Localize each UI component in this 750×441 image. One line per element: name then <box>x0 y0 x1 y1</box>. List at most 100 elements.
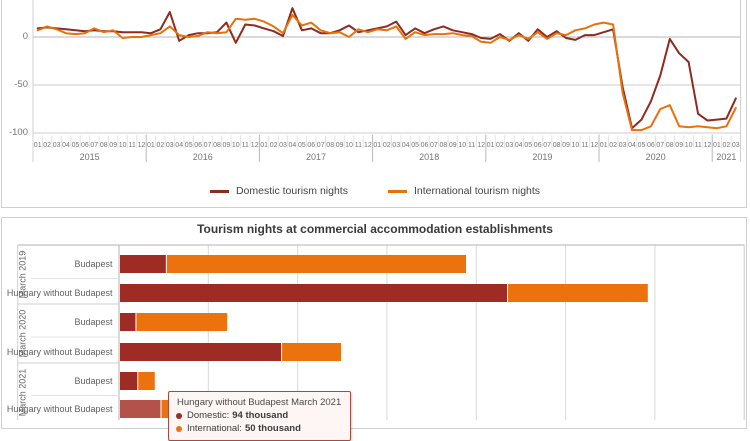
month-tick-label: 12 <box>590 142 598 149</box>
bar-march-2019-budapest-domestic[interactable] <box>120 255 166 273</box>
month-tick-label: 06 <box>647 142 655 149</box>
y-axis-tick: 0 <box>22 31 28 42</box>
month-tick-label: 05 <box>185 142 193 149</box>
month-tick-label: 01 <box>373 142 381 149</box>
chart-tooltip: Hungary without Budapest March 2021 Dome… <box>168 391 352 441</box>
tooltip-label: Domestic: <box>187 410 230 421</box>
tooltip-value: 94 thousand <box>232 410 289 421</box>
month-tick-label: 02 <box>270 142 278 149</box>
month-tick-label: 07 <box>90 142 98 149</box>
domestic-bullet-icon <box>176 412 182 419</box>
tooltip-row-domestic: Domestic: 94 thousand <box>176 410 341 421</box>
month-tick-label: 01 <box>713 142 721 149</box>
month-tick-label: 10 <box>685 142 693 149</box>
month-tick-label: 05 <box>638 142 646 149</box>
month-tick-label: 08 <box>666 142 674 149</box>
bar-march-2020-budapest-international[interactable] <box>136 313 228 331</box>
year-label: 2018 <box>419 152 439 162</box>
month-tick-label: 04 <box>62 142 70 149</box>
month-tick-label: 10 <box>458 142 466 149</box>
month-tick-label: 02 <box>157 142 165 149</box>
month-tick-label: 09 <box>449 142 457 149</box>
month-tick-label: 05 <box>298 142 306 149</box>
month-tick-label: 08 <box>326 142 334 149</box>
bar-march-2019-budapest-international[interactable] <box>166 255 467 273</box>
month-tick-label: 01 <box>34 142 42 149</box>
month-tick-label: 04 <box>175 142 183 149</box>
month-tick-label: 11 <box>581 142 588 149</box>
bar-march-2021-budapest-international[interactable] <box>138 372 155 390</box>
bar-march-2021-budapest-domestic[interactable] <box>120 372 138 390</box>
month-tick-label: 03 <box>53 142 61 149</box>
month-tick-label: 07 <box>317 142 325 149</box>
row-label: Hungary without Budapest <box>7 347 113 357</box>
tooltip-row-international: International: 50 thousand <box>176 423 341 434</box>
y-axis-tick: -50 <box>14 79 28 90</box>
month-tick-label: 09 <box>675 142 683 149</box>
month-tick-label: 04 <box>515 142 523 149</box>
month-tick-label: 07 <box>204 142 212 149</box>
month-tick-label: 06 <box>81 142 89 149</box>
month-tick-label: 12 <box>138 142 146 149</box>
month-tick-label: 12 <box>364 142 372 149</box>
group-label: March 2021 <box>18 369 28 417</box>
month-tick-label: 02 <box>43 142 51 149</box>
month-tick-label: 09 <box>223 142 231 149</box>
month-tick-label: 11 <box>128 142 135 149</box>
month-tick-label: 02 <box>383 142 391 149</box>
month-tick-label: 12 <box>704 142 712 149</box>
group-label: March 2020 <box>18 310 28 358</box>
month-tick-label: 10 <box>572 142 580 149</box>
row-label: Budapest <box>74 376 113 386</box>
line-chart-card <box>1 0 747 208</box>
legend-item-international[interactable]: International tourism nights <box>387 185 540 197</box>
year-label: 2016 <box>193 152 213 162</box>
month-tick-label: 07 <box>430 142 438 149</box>
month-tick-label: 10 <box>345 142 353 149</box>
bar-march-2019-hungary-without-budapest-domestic[interactable] <box>120 284 508 302</box>
bar-march-2020-hungary-without-budapest-domestic[interactable] <box>120 343 282 361</box>
bar-chart-title: Tourism nights at commercial accommodati… <box>197 222 553 236</box>
month-tick-label: 10 <box>119 142 127 149</box>
month-tick-label: 11 <box>468 142 475 149</box>
international-bullet-icon <box>176 425 182 432</box>
month-tick-label: 08 <box>100 142 108 149</box>
month-tick-label: 03 <box>732 142 740 149</box>
month-tick-label: 06 <box>194 142 202 149</box>
month-tick-label: 04 <box>628 142 636 149</box>
month-tick-label: 07 <box>656 142 664 149</box>
month-tick-label: 05 <box>72 142 80 149</box>
month-tick-label: 08 <box>213 142 221 149</box>
month-tick-label: 06 <box>421 142 429 149</box>
year-label: 2020 <box>646 152 666 162</box>
month-tick-label: 03 <box>619 142 627 149</box>
bar-march-2020-budapest-domestic[interactable] <box>120 313 136 331</box>
bar-march-2020-hungary-without-budapest-international[interactable] <box>282 343 341 361</box>
month-tick-label: 03 <box>279 142 287 149</box>
month-tick-label: 03 <box>166 142 174 149</box>
month-tick-label: 11 <box>694 142 701 149</box>
bar-march-2019-hungary-without-budapest-international[interactable] <box>508 284 648 302</box>
month-tick-label: 01 <box>487 142 495 149</box>
month-tick-label: 07 <box>543 142 551 149</box>
month-tick-label: 01 <box>147 142 155 149</box>
series-line-international[interactable] <box>36 13 737 132</box>
month-tick-label: 08 <box>553 142 561 149</box>
month-tick-label: 12 <box>477 142 485 149</box>
month-tick-label: 01 <box>600 142 608 149</box>
y-axis-tick: -100 <box>8 127 28 138</box>
row-label: Hungary without Budapest <box>7 288 113 298</box>
month-tick-label: 06 <box>534 142 542 149</box>
month-tick-label: 10 <box>232 142 240 149</box>
month-tick-label: 03 <box>506 142 514 149</box>
domestic-line-swatch-icon <box>209 189 229 193</box>
month-tick-label: 05 <box>524 142 532 149</box>
month-tick-label: 03 <box>392 142 400 149</box>
month-tick-label: 04 <box>402 142 410 149</box>
legend-label: Domestic tourism nights <box>235 185 348 197</box>
bar-march-2021-hungary-without-budapest-domestic[interactable] <box>120 400 161 418</box>
legend-item-domestic[interactable]: Domestic tourism nights <box>209 185 348 197</box>
tooltip-label: International: <box>187 423 242 434</box>
month-tick-label: 06 <box>307 142 315 149</box>
